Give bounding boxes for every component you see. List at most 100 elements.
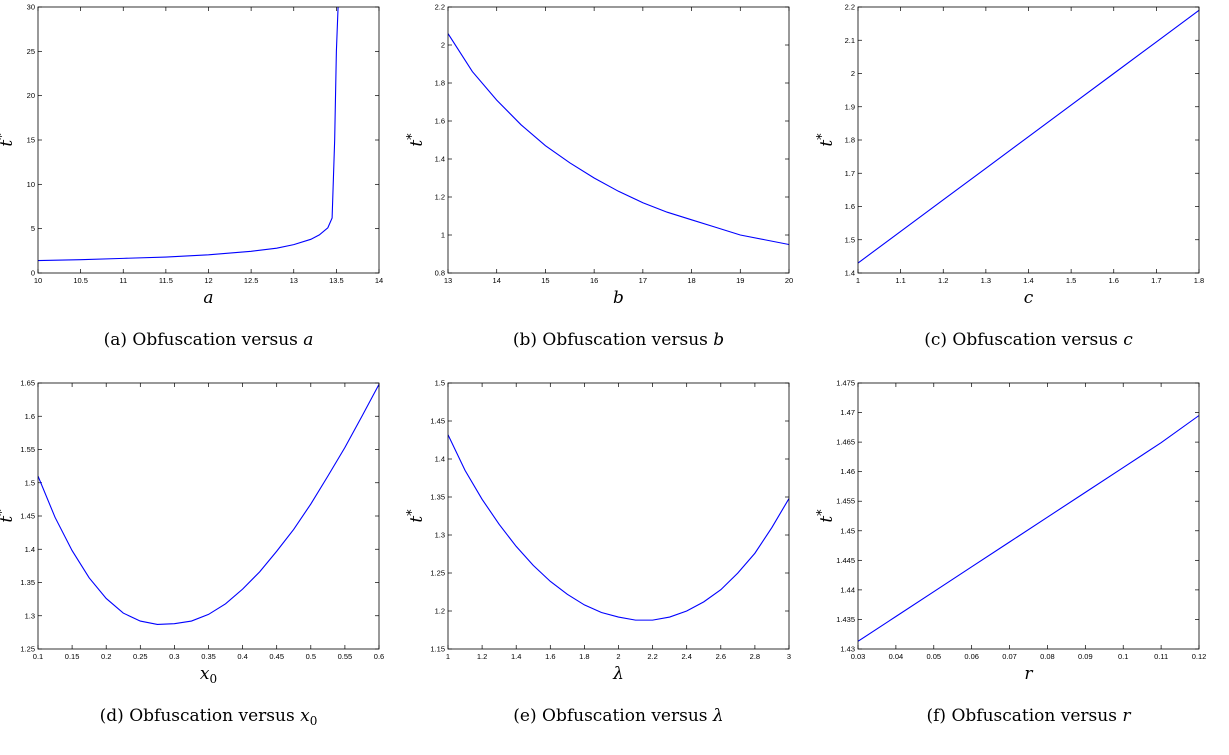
- panel-caption: (b) Obfuscation versus b: [513, 330, 724, 350]
- y-tick-label: 0.8: [435, 269, 445, 278]
- x-tick-label: 20: [785, 276, 793, 285]
- y-tick-label: 1.7: [845, 169, 855, 178]
- y-tick-label: 1.5: [845, 235, 855, 244]
- x-tick-label: 15: [541, 276, 549, 285]
- x-axis-label: c: [1024, 288, 1034, 308]
- y-tick-label: 1.5: [25, 478, 35, 487]
- y-axis-label: t*: [0, 133, 17, 147]
- y-axis-label: t*: [815, 133, 837, 147]
- x-tick-label: 11.5: [159, 276, 173, 285]
- y-tick-label: 20: [27, 91, 35, 100]
- y-tick-label: 1.2: [435, 607, 445, 616]
- y-tick-label: 1.65: [20, 379, 35, 388]
- y-tick-label: 30: [27, 3, 35, 12]
- series-line: [448, 434, 789, 621]
- x-tick-label: 0.06: [964, 652, 979, 661]
- x-tick-label: 1.1: [895, 276, 905, 285]
- x-tick-label: 1.6: [1109, 276, 1119, 285]
- x-tick-label: 14: [375, 276, 383, 285]
- x-tick-label: 12.5: [244, 276, 259, 285]
- y-tick-label: 1.35: [430, 493, 445, 502]
- y-tick-label: 1.25: [20, 645, 35, 654]
- y-tick-label: 1.6: [845, 202, 855, 211]
- series-line: [38, 384, 379, 625]
- y-tick-label: 1.45: [840, 526, 855, 535]
- x-tick-label: 0.07: [1002, 652, 1017, 661]
- y-tick-label: 1.445: [836, 556, 855, 565]
- x-axis-label: a: [203, 288, 213, 308]
- x-tick-label: 0.08: [1040, 652, 1055, 661]
- x-axis-label: r: [1024, 664, 1033, 684]
- plot-frame: [857, 382, 1200, 650]
- y-tick-label: 1.55: [20, 445, 35, 454]
- y-tick-label: 1.8: [845, 136, 855, 145]
- x-tick-label: 0.45: [269, 652, 284, 661]
- chart-panel-a: 10 10.5 11 11.5 12 12.5 13 13.5 14 0 5 10 15 20 25 30 a t…: [0, 3, 383, 351]
- x-tick-label: 18: [687, 276, 695, 285]
- x-tick-label: 0.55: [338, 652, 353, 661]
- x-tick-label: 0.2: [101, 652, 111, 661]
- y-tick-label: 1.43: [840, 645, 855, 654]
- x-tick-label: 2.6: [716, 652, 726, 661]
- y-tick-label: 2: [441, 41, 445, 50]
- y-tick-label: 1.9: [845, 102, 855, 111]
- y-tick-label: 1.465: [836, 438, 855, 447]
- y-tick-label: 1.35: [20, 578, 35, 587]
- x-tick-label: 17: [639, 276, 647, 285]
- x-tick-label: 2.4: [681, 652, 691, 661]
- y-tick-label: 2: [851, 69, 855, 78]
- y-tick-label: 1.6: [435, 117, 445, 126]
- series-line: [38, 7, 339, 262]
- y-tick-label: 1.15: [430, 645, 445, 654]
- y-tick-label: 1.455: [836, 497, 855, 506]
- y-tick-label: 1.3: [435, 531, 445, 540]
- x-tick-label: 0.1: [1118, 652, 1128, 661]
- y-tick-label: 15: [27, 136, 35, 145]
- chart-panel-f: 0.03 0.04 0.05 0.06 0.07 0.08 0.09 0.1 0.11 0.12 1…: [815, 379, 1206, 727]
- x-tick-label: 1: [446, 652, 450, 661]
- y-tick-label: 0: [31, 269, 35, 278]
- y-tick-label: 10: [27, 180, 35, 189]
- y-tick-label: 1.475: [836, 379, 855, 388]
- x-tick-label: 0.03: [851, 652, 866, 661]
- series-line: [858, 415, 1199, 642]
- y-tick-label: 1.4: [435, 155, 445, 164]
- x-tick-label: 13: [290, 276, 298, 285]
- series-line: [448, 33, 789, 246]
- y-tick-label: 1.435: [836, 615, 855, 624]
- y-tick-label: 2.1: [845, 36, 855, 45]
- y-tick-label: 1.4: [845, 269, 855, 278]
- x-tick-label: 2.2: [647, 652, 657, 661]
- x-tick-label: 1.8: [579, 652, 589, 661]
- x-tick-label: 12: [204, 276, 212, 285]
- x-tick-label: 2.8: [750, 652, 760, 661]
- x-tick-label: 11: [119, 276, 127, 285]
- y-axis-label: t*: [815, 509, 837, 523]
- y-axis-label: t*: [405, 133, 427, 147]
- y-tick-label: 1.44: [840, 585, 855, 594]
- x-tick-label: 19: [736, 276, 744, 285]
- x-tick-label: 0.4: [237, 652, 247, 661]
- chart-panel-b: 13 14 15 16 17 18 19 20 0.8 1 1.2 1.4 1.6 1.8 2 2.2 b t* (…: [405, 3, 793, 351]
- x-tick-label: 1.4: [1023, 276, 1033, 285]
- x-axis-label: x0: [200, 664, 217, 686]
- x-axis-label: b: [613, 288, 624, 308]
- y-tick-label: 2.2: [435, 3, 445, 12]
- x-tick-label: 1.5: [1066, 276, 1076, 285]
- plot-frame: [37, 382, 380, 650]
- y-tick-label: 1.47: [840, 408, 855, 417]
- x-tick-label: 1.6: [545, 652, 555, 661]
- x-tick-label: 0.1: [33, 652, 43, 661]
- series-line: [858, 9, 1199, 264]
- panel-caption: (d) Obfuscation versus x0: [100, 706, 318, 728]
- x-tick-label: 1.2: [938, 276, 948, 285]
- plot-frame: [37, 6, 380, 274]
- y-tick-label: 2.2: [845, 3, 855, 12]
- x-tick-label: 13.5: [329, 276, 344, 285]
- x-tick-label: 10: [34, 276, 42, 285]
- x-tick-label: 0.04: [889, 652, 904, 661]
- x-tick-label: 0.15: [65, 652, 80, 661]
- x-tick-label: 10.5: [73, 276, 88, 285]
- x-tick-label: 16: [590, 276, 598, 285]
- panel-caption: (c) Obfuscation versus c: [924, 330, 1133, 350]
